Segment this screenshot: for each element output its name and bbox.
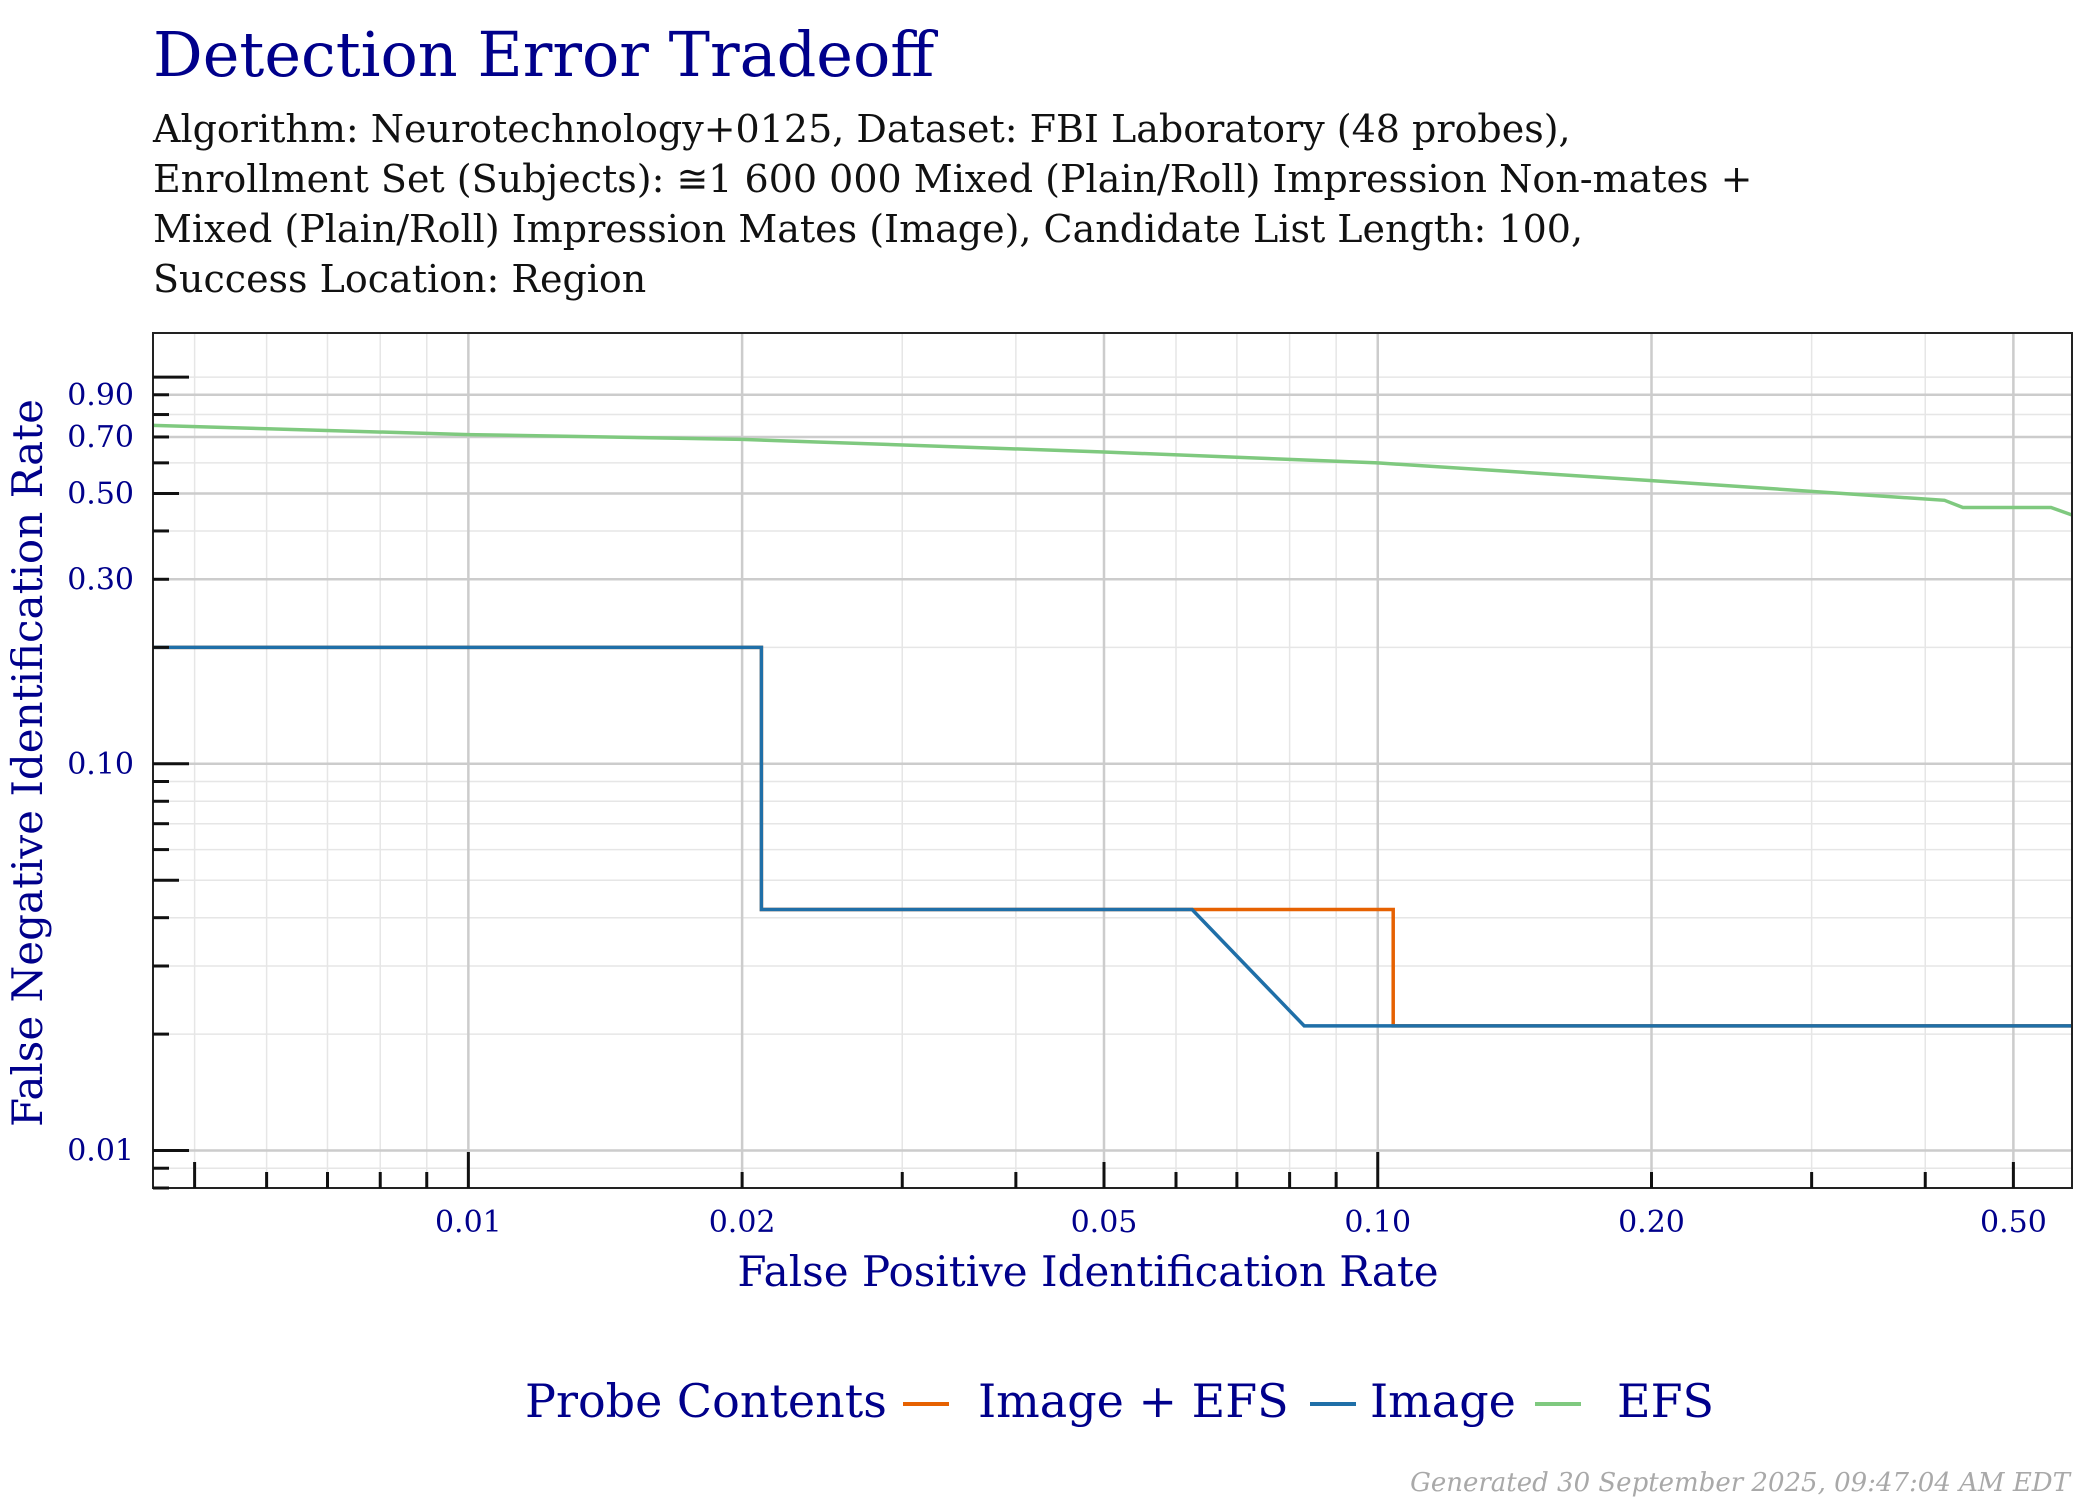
y-tick-label: 0.30 [67, 562, 134, 597]
axis-tick-labels: 0.01 0.02 0.05 0.10 0.20 0.50 0.01 0.10 0.30 0.50… [67, 378, 2047, 1240]
minor-grid [153, 333, 2072, 1189]
plot-frame [152, 332, 2073, 1189]
subtitle-line: Success Location: Region [153, 257, 647, 301]
x-tick-label: 0.50 [1980, 1205, 2047, 1240]
subtitle-line: Enrollment Set (Subjects): ≅1 600 000 Mi… [153, 157, 1753, 201]
y-tick-label: 0.70 [67, 420, 134, 455]
y-tick-label: 0.10 [67, 747, 134, 782]
chart-subtitle: Algorithm: Neurotechnology+0125, Dataset… [153, 104, 1752, 304]
x-tick-label: 0.20 [1618, 1205, 1685, 1240]
y-tick-label: 0.90 [67, 378, 134, 413]
y-tick-label: 0.50 [67, 476, 134, 511]
legend-title: Probe Contents [525, 1374, 887, 1428]
subtitle-line: Mixed (Plain/Roll) Impression Mates (Ima… [153, 207, 1584, 251]
series-layer [152, 423, 2073, 1028]
axis-ticks [153, 375, 2015, 1190]
y-tick-label: 0.01 [67, 1134, 134, 1169]
generated-timestamp: Generated 30 September 2025, 09:47:04 AM… [1410, 1468, 2070, 1498]
legend-label: Image + EFS [978, 1374, 1289, 1428]
series-line [153, 645, 2072, 1028]
x-axis-label: False Positive Identification Rate [737, 1247, 1438, 1296]
chart-title: Detection Error Tradeoff [153, 18, 935, 91]
x-tick-label: 0.05 [1071, 1205, 1138, 1240]
y-axis-label: False Negative Identification Rate [3, 399, 52, 1127]
legend: Probe Contents Image + EFS Image EFS [525, 1374, 1714, 1428]
x-tick-label: 0.01 [435, 1205, 502, 1240]
major-grid [153, 333, 2072, 1188]
series-line [152, 423, 2073, 517]
legend-label: EFS [1617, 1374, 1714, 1428]
x-tick-label: 0.02 [709, 1205, 776, 1240]
series-line [153, 645, 2072, 1028]
subtitle-line: Algorithm: Neurotechnology+0125, Dataset… [153, 107, 1571, 151]
x-tick-label: 0.10 [1344, 1205, 1411, 1240]
legend-label: Image [1370, 1374, 1516, 1428]
